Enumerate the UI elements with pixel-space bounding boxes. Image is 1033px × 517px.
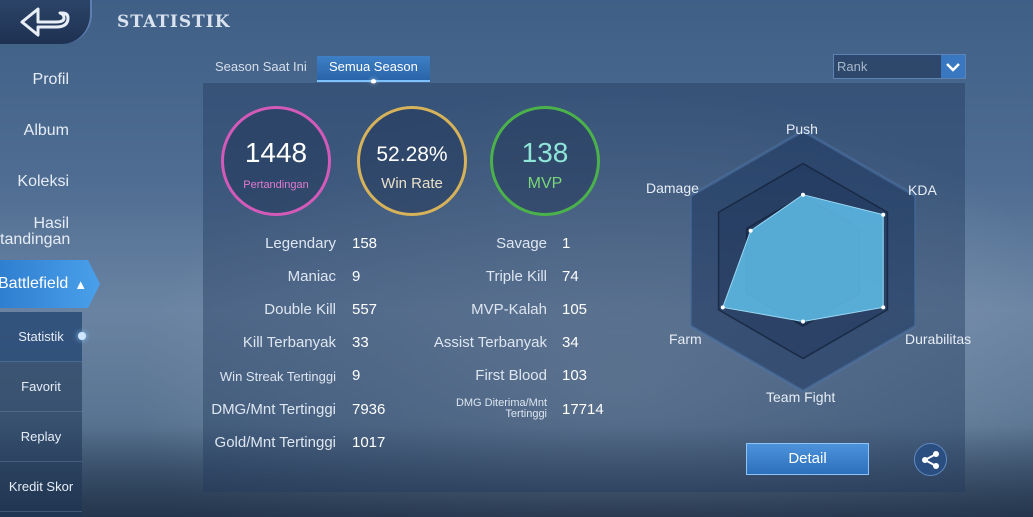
stat-label-win-streak: Win Streak Tertinggi <box>219 369 336 384</box>
stat-label-line2: Tertinggi <box>505 408 547 420</box>
tab-active-dot-icon <box>371 79 377 84</box>
mvp-label: MVP <box>527 175 563 192</box>
stat-value-triple-kill: 74 <box>562 268 579 285</box>
radar-point <box>720 305 725 310</box>
radar-label-push: Push <box>786 121 818 137</box>
stat-label-dmg-mnt: DMG/Mnt Tertinggi <box>211 401 336 418</box>
sidebar-item-label-line1: Hasil <box>33 215 69 232</box>
stat-label-legendary: Legendary <box>265 235 336 252</box>
page-title: STATISTIK <box>117 12 231 32</box>
stat-label-double-kill: Double Kill <box>264 301 336 318</box>
stat-label-line1: DMG Diterima/Mnt <box>455 397 547 409</box>
stat-label-kill-terbanyak: Kill Terbanyak <box>242 334 336 351</box>
radar-point <box>881 212 886 217</box>
stat-value-gold-mnt: 1017 <box>352 434 386 451</box>
stat-label-assist-terbanyak: Assist Terbanyak <box>433 334 547 351</box>
share-icon <box>921 450 939 469</box>
winrate-label: Win Rate <box>381 175 443 192</box>
radar-label-team-fight: Team Fight <box>766 389 836 405</box>
stat-label-triple-kill: Triple Kill <box>485 268 547 285</box>
stat-label-mvp-kalah: MVP-Kalah <box>471 301 547 318</box>
stat-label-maniac: Maniac <box>287 268 336 285</box>
stat-value-legendary: 158 <box>352 235 378 252</box>
stat-value-assist-terbanyak: 34 <box>562 334 579 351</box>
tab-season-saat-ini[interactable]: Season Saat Ini <box>215 59 307 74</box>
radar-label-durabilitas: Durabilitas <box>905 331 972 347</box>
radar-point <box>748 228 753 233</box>
sidebar-item-battlefield[interactable]: Battlefield ▲ <box>0 260 100 308</box>
sidebar-item-label-line2: tandingan <box>0 231 71 248</box>
stat-value-win-streak: 9 <box>352 367 361 384</box>
winrate-value: 52.28% <box>376 143 448 166</box>
radar-label-kda: KDA <box>908 182 937 198</box>
winrate-circle: 52.28% Win Rate <box>357 106 467 216</box>
matches-label: Pertandingan <box>243 179 309 191</box>
sidebar-item-koleksi[interactable]: Koleksi <box>17 173 69 190</box>
dropdown-value: Rank <box>837 59 868 74</box>
radar-chart <box>690 130 916 392</box>
stat-label-dmg-diterima: DMG Diterima/Mnt Tertinggi <box>456 398 547 420</box>
subitem-favorit[interactable]: Favorit <box>0 362 82 412</box>
back-button[interactable] <box>0 0 92 44</box>
stat-value-double-kill: 557 <box>352 301 378 318</box>
sidebar-subpanel: Statistik Favorit Replay Kredit Skor <box>0 312 86 517</box>
sidebar-item-profil[interactable]: Profil <box>32 71 69 88</box>
matches-value: 1448 <box>244 137 308 168</box>
chevron-down-icon <box>941 55 965 78</box>
radar-label-damage: Damage <box>646 180 699 196</box>
stat-value-dmg-diterima: 17714 <box>562 401 604 418</box>
tab-semua-season[interactable]: Semua Season <box>317 56 430 84</box>
back-arrow-icon <box>20 7 70 37</box>
subitem-statistik[interactable]: Statistik <box>0 312 86 362</box>
subitem-kredit-skor[interactable]: Kredit Skor <box>0 462 82 512</box>
sidebar-item-album[interactable]: Album <box>23 122 69 139</box>
subitem-replay[interactable]: Replay <box>0 412 82 462</box>
detail-button[interactable]: Detail <box>746 443 869 475</box>
stat-label-gold-mnt: Gold/Mnt Tertinggi <box>214 434 336 451</box>
mvp-circle: 138 MVP <box>490 106 600 216</box>
mvp-value: 138 <box>521 137 569 168</box>
active-indicator-icon <box>78 332 86 340</box>
sidebar-item-label: Battlefield <box>0 275 69 292</box>
stat-value-kill-terbanyak: 33 <box>352 334 369 351</box>
stat-value-maniac: 9 <box>352 268 361 285</box>
chevron-up-icon: ▲ <box>74 276 88 292</box>
radar-label-farm: Farm <box>669 331 702 347</box>
stat-value-savage: 1 <box>562 235 571 252</box>
stat-value-first-blood: 103 <box>562 367 588 384</box>
matches-circle: 1448 Pertandingan <box>221 106 331 216</box>
stat-value-dmg-mnt: 7936 <box>352 401 386 418</box>
sidebar-item-hasil-pertandingan[interactable]: Hasil tandingan <box>0 215 71 248</box>
radar-point <box>801 192 805 197</box>
share-button[interactable] <box>914 443 947 476</box>
subitem-label: Statistik <box>18 329 64 344</box>
radar-point <box>881 305 886 310</box>
radar-point <box>801 319 805 324</box>
rank-filter-dropdown[interactable]: Rank <box>833 54 966 79</box>
stat-label-savage: Savage <box>496 235 547 252</box>
stat-label-first-blood: First Blood <box>475 367 547 384</box>
stat-value-mvp-kalah: 105 <box>562 301 588 318</box>
tab-label: Semua Season <box>329 59 418 74</box>
